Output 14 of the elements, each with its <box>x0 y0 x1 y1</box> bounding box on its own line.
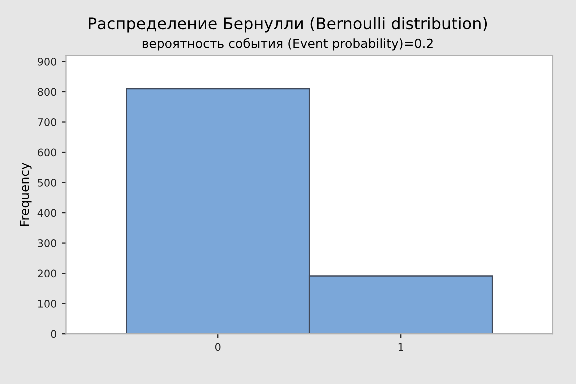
y-tick-label: 800 <box>38 88 57 96</box>
y-tick-label: 600 <box>38 148 57 157</box>
y-tick-label: 100 <box>38 300 57 308</box>
y-axis-title: Frequency <box>20 162 32 226</box>
y-tick-label: 900 <box>38 58 57 66</box>
chart-title: Распределение Бернулли (Bernoulli distribution) <box>89 17 488 33</box>
chart-subtitle: вероятность события (Event probability)=0.2 <box>142 38 433 51</box>
y-tick-label: 0 <box>51 330 57 338</box>
y-tick-label: 200 <box>38 270 57 278</box>
y-tick-label: 300 <box>38 240 57 248</box>
y-tick-label: 700 <box>38 118 57 126</box>
y-tick-label: 400 <box>38 209 57 218</box>
y-tick-label: 500 <box>38 179 57 187</box>
x-tick-label: 1 <box>398 343 404 352</box>
